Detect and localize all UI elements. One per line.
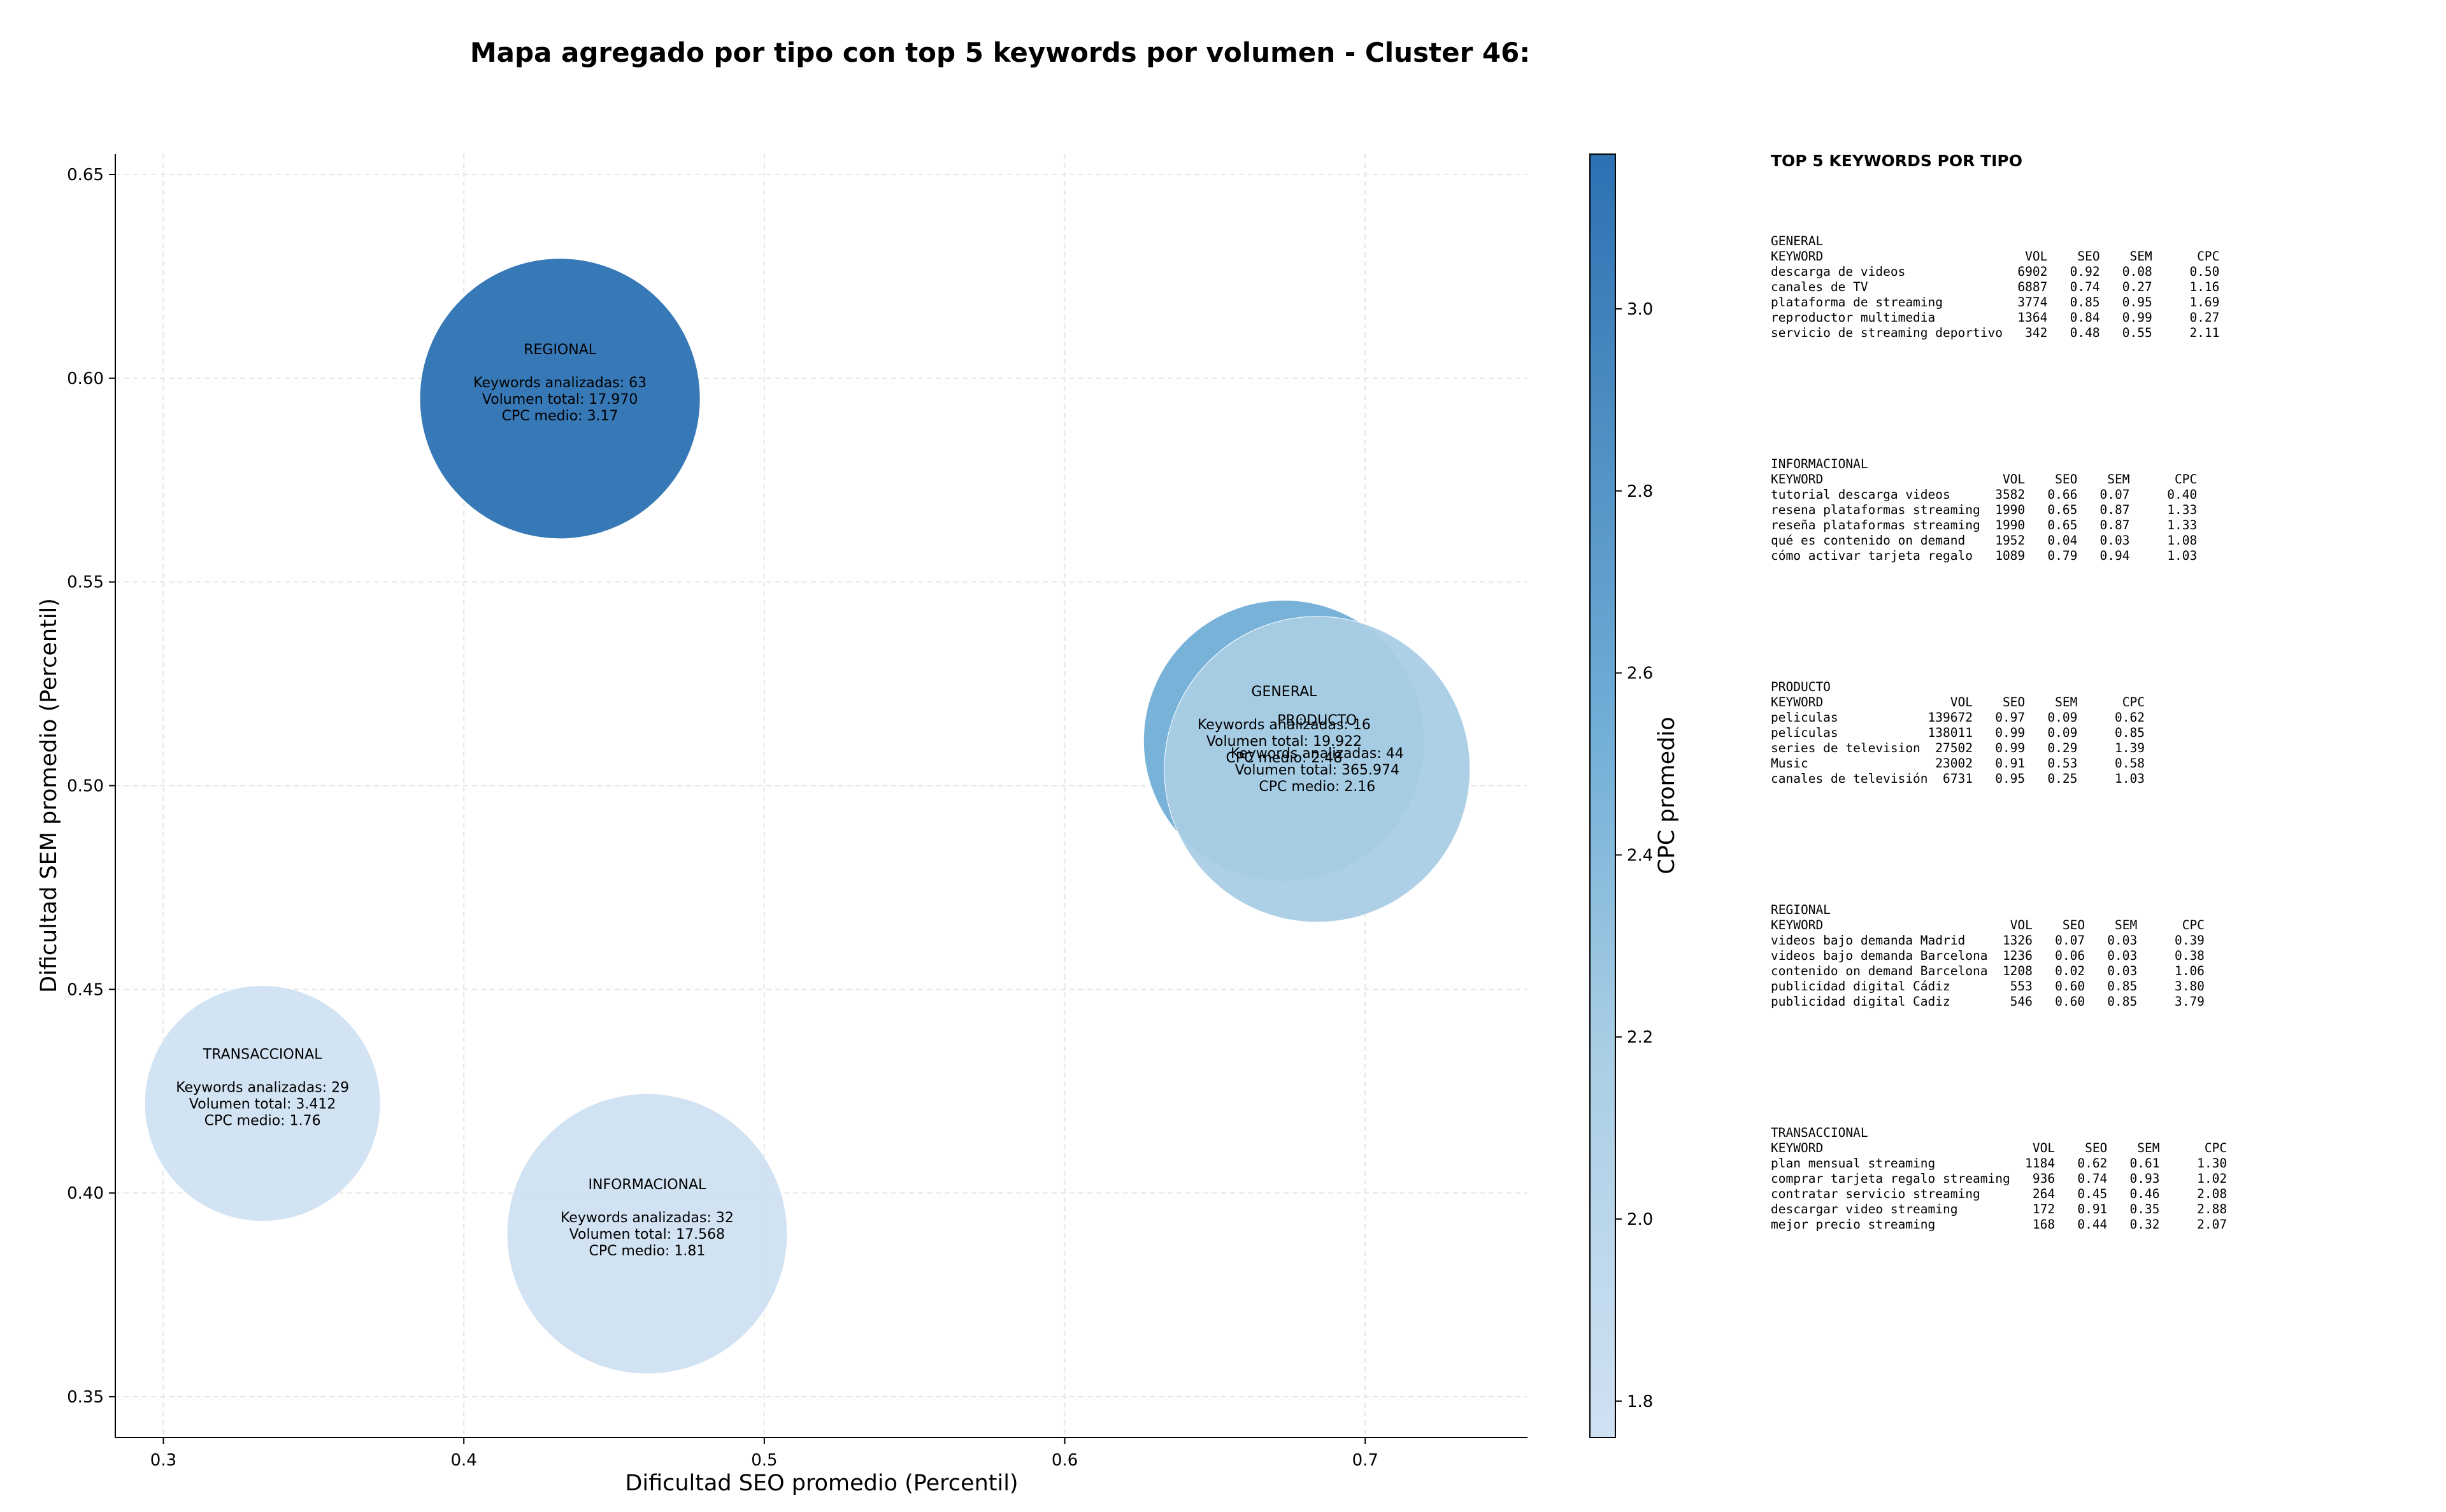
keyword-table-informacional: INFORMACIONAL KEYWORD VOL SEO SEM CPC tu… <box>1771 457 2198 563</box>
bubble-label-line <box>1315 729 1319 745</box>
colorbar-tick-label: 2.2 <box>1627 1028 1653 1047</box>
bubble-label-transaccional: TRANSACCIONAL Keywords analizadas: 29 Vol… <box>176 1046 349 1129</box>
y-tick-label: 0.50 <box>67 777 104 796</box>
bubble-label-line: CPC medio: 2.16 <box>1259 779 1375 795</box>
keyword-table-regional: REGIONAL KEYWORD VOL SEO SEM CPC videos … <box>1771 902 2205 1009</box>
bubble-label-regional: REGIONAL Keywords analizadas: 63 Volumen … <box>473 342 647 424</box>
colorbar-ticks: 1.8 2.0 2.2 2.4 2.6 2.8 3.0 <box>1615 300 1653 1411</box>
y-tick-label: 0.60 <box>67 369 104 389</box>
bubble-informacional <box>506 1093 788 1374</box>
colorbar <box>1589 153 1616 1438</box>
grid-lines <box>115 154 1527 1437</box>
bubble-label-line: Volumen total: 19.922 <box>1206 734 1362 750</box>
bubble-labels: REGIONAL Keywords analizadas: 63 Volumen … <box>176 342 1404 1259</box>
keyword-block-transaccional: TRANSACCIONAL KEYWORD VOL SEO SEM CPC pl… <box>1771 1125 2408 1232</box>
bubble-transaccional <box>144 985 381 1222</box>
chart-title: Mapa agregado por tipo con top 5 keyword… <box>470 37 1530 68</box>
bubble-label-line: Keywords analizadas: 32 <box>561 1210 734 1226</box>
bubbles <box>144 258 1471 1374</box>
keyword-block-producto: PRODUCTO KEYWORD VOL SEO SEM CPC pelicul… <box>1771 680 2408 787</box>
x-tick-label: 0.6 <box>1052 1451 1078 1470</box>
y-axis-label: Dificultad SEM promedio (Percentil) <box>36 598 62 993</box>
bubble-label-line <box>645 1194 649 1209</box>
keyword-table-producto: PRODUCTO KEYWORD VOL SEO SEM CPC pelicul… <box>1771 680 2145 786</box>
colorbar-tick-label: 2.8 <box>1627 482 1653 501</box>
y-tick-label: 0.40 <box>67 1184 104 1203</box>
bubble-label-line: TRANSACCIONAL <box>203 1046 322 1062</box>
bubble-label-line: Volumen total: 17.970 <box>482 392 638 408</box>
bubble-label-line: Keywords analizadas: 29 <box>176 1080 349 1095</box>
bubble-label-line <box>261 1063 265 1079</box>
bubble-label-line: PRODUCTO <box>1277 713 1357 729</box>
colorbar-tick-label: 2.0 <box>1627 1210 1653 1229</box>
keyword-block-regional: REGIONAL KEYWORD VOL SEO SEM CPC videos … <box>1771 902 2408 1009</box>
bubble-label-line: Volumen total: 365.974 <box>1235 762 1399 778</box>
bubble-label-line: CPC medio: 1.81 <box>589 1243 705 1259</box>
bubble-label-general: GENERAL Keywords analizadas: 16 Volumen t… <box>1198 684 1371 766</box>
bubble-label-line: CPC medio: 3.17 <box>502 408 619 424</box>
keyword-table-transaccional: TRANSACCIONAL KEYWORD VOL SEO SEM CPC pl… <box>1771 1125 2228 1232</box>
y-ticks: 0.35 0.40 0.45 0.50 0.55 0.60 0.65 <box>67 166 115 1407</box>
y-tick-label: 0.65 <box>67 166 104 185</box>
bubble-producto <box>1164 616 1471 923</box>
y-tick-label: 0.45 <box>67 980 104 999</box>
bubble-regional <box>419 258 701 539</box>
keyword-block-informacional: INFORMACIONAL KEYWORD VOL SEO SEM CPC tu… <box>1771 457 2408 564</box>
top-keywords-panel: TOP 5 KEYWORDS POR TIPO GENERAL KEYWORD … <box>1771 152 2408 1348</box>
x-tick-label: 0.7 <box>1352 1451 1378 1470</box>
x-tick-label: 0.3 <box>150 1451 176 1470</box>
bubble-label-informacional: INFORMACIONAL Keywords analizadas: 32 Vol… <box>561 1177 734 1259</box>
bubble-label-line: CPC medio: 2.48 <box>1226 750 1342 766</box>
bubble-label-line: Keywords analizadas: 63 <box>473 375 647 391</box>
bubble-label-line: INFORMACIONAL <box>589 1177 707 1193</box>
x-tick-label: 0.4 <box>450 1451 476 1470</box>
bubble-label-producto: PRODUCTO Keywords analizadas: 44 Volumen … <box>1231 713 1404 795</box>
bubble-label-line: CPC medio: 1.76 <box>204 1113 321 1129</box>
top-keywords-title: TOP 5 KEYWORDS POR TIPO <box>1771 152 2022 170</box>
y-tick-label: 0.55 <box>67 573 104 592</box>
colorbar-tick-label: 1.8 <box>1627 1392 1653 1411</box>
keyword-block-general: GENERAL KEYWORD VOL SEO SEM CPC descarga… <box>1771 234 2408 341</box>
bubble-label-line: REGIONAL <box>524 342 597 358</box>
bubble-label-line: GENERAL <box>1251 684 1317 700</box>
bubble-label-line <box>558 359 562 374</box>
colorbar-tick-label: 2.4 <box>1627 846 1653 865</box>
x-tick-label: 0.5 <box>751 1451 777 1470</box>
bubble-label-line: Volumen total: 17.568 <box>569 1227 725 1243</box>
bubble-label-line: Keywords analizadas: 44 <box>1231 746 1404 762</box>
colorbar-tick-label: 2.6 <box>1627 664 1653 683</box>
colorbar-label: CPC promedio <box>1654 717 1680 874</box>
x-ticks: 0.3 0.4 0.5 0.6 0.7 <box>150 1437 1378 1470</box>
keyword-table-general: GENERAL KEYWORD VOL SEO SEM CPC descarga… <box>1771 234 2220 340</box>
colorbar-tick-label: 3.0 <box>1627 300 1653 319</box>
bubble-label-line: Keywords analizadas: 16 <box>1198 717 1371 733</box>
y-tick-label: 0.35 <box>67 1388 104 1407</box>
bubble-label-line: Volumen total: 3.412 <box>189 1096 336 1112</box>
x-axis-label: Dificultad SEO promedio (Percentil) <box>625 1471 1018 1496</box>
